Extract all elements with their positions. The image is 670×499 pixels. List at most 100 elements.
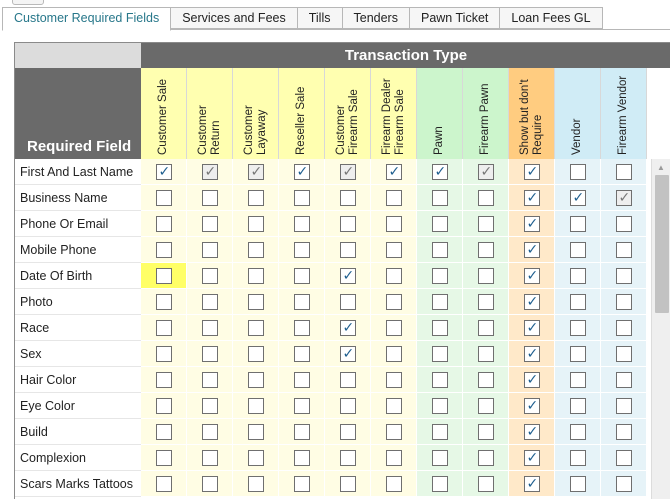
checkbox[interactable] — [569, 216, 586, 232]
checkbox[interactable] — [155, 164, 172, 180]
checkbox[interactable] — [293, 216, 310, 232]
checkbox[interactable] — [339, 190, 356, 206]
checkbox[interactable] — [477, 346, 494, 362]
checkbox[interactable] — [155, 242, 172, 258]
checkbox[interactable] — [247, 190, 264, 206]
checkbox[interactable] — [569, 294, 586, 310]
checkbox[interactable] — [155, 450, 172, 466]
checkbox[interactable] — [569, 164, 586, 180]
checkbox[interactable] — [247, 476, 264, 492]
checkbox[interactable] — [385, 476, 402, 492]
checkbox[interactable] — [615, 372, 632, 388]
checkbox[interactable] — [293, 190, 310, 206]
checkbox[interactable] — [201, 190, 218, 206]
checkbox[interactable] — [477, 476, 494, 492]
checkbox[interactable] — [615, 164, 632, 180]
checkbox[interactable] — [293, 164, 310, 180]
checkbox[interactable] — [385, 294, 402, 310]
checkbox[interactable] — [339, 398, 356, 414]
checkbox[interactable] — [385, 242, 402, 258]
checkbox[interactable] — [615, 398, 632, 414]
checkbox[interactable] — [201, 164, 218, 180]
checkbox[interactable] — [201, 398, 218, 414]
checkbox[interactable] — [431, 450, 448, 466]
checkbox[interactable] — [431, 398, 448, 414]
checkbox[interactable] — [523, 320, 540, 336]
checkbox[interactable] — [431, 476, 448, 492]
checkbox[interactable] — [155, 476, 172, 492]
checkbox[interactable] — [201, 294, 218, 310]
checkbox[interactable] — [615, 476, 632, 492]
checkbox[interactable] — [431, 294, 448, 310]
checkbox[interactable] — [523, 398, 540, 414]
checkbox[interactable] — [339, 372, 356, 388]
checkbox[interactable] — [339, 476, 356, 492]
checkbox[interactable] — [247, 424, 264, 440]
tab-pawn-ticket[interactable]: Pawn Ticket — [409, 7, 501, 29]
checkbox[interactable] — [523, 268, 540, 284]
checkbox[interactable] — [615, 450, 632, 466]
scrollbar-thumb[interactable] — [655, 175, 669, 313]
checkbox[interactable] — [523, 164, 540, 180]
checkbox[interactable] — [477, 216, 494, 232]
checkbox[interactable] — [523, 372, 540, 388]
checkbox[interactable] — [155, 372, 172, 388]
checkbox[interactable] — [293, 476, 310, 492]
checkbox[interactable] — [569, 346, 586, 362]
checkbox[interactable] — [615, 424, 632, 440]
checkbox[interactable] — [293, 398, 310, 414]
checkbox[interactable] — [523, 294, 540, 310]
checkbox[interactable] — [431, 372, 448, 388]
checkbox[interactable] — [201, 372, 218, 388]
checkbox[interactable] — [293, 294, 310, 310]
checkbox[interactable] — [247, 450, 264, 466]
checkbox[interactable] — [293, 450, 310, 466]
checkbox[interactable] — [431, 424, 448, 440]
checkbox[interactable] — [201, 450, 218, 466]
checkbox[interactable] — [569, 450, 586, 466]
checkbox[interactable] — [523, 216, 540, 232]
checkbox[interactable] — [569, 372, 586, 388]
tab-tills[interactable]: Tills — [297, 7, 343, 29]
checkbox[interactable] — [247, 294, 264, 310]
checkbox[interactable] — [477, 424, 494, 440]
checkbox[interactable] — [615, 268, 632, 284]
checkbox[interactable] — [477, 242, 494, 258]
checkbox[interactable] — [247, 216, 264, 232]
checkbox[interactable] — [477, 164, 494, 180]
checkbox[interactable] — [385, 346, 402, 362]
checkbox[interactable] — [339, 242, 356, 258]
checkbox[interactable] — [431, 346, 448, 362]
checkbox[interactable] — [615, 320, 632, 336]
checkbox[interactable] — [201, 424, 218, 440]
checkbox[interactable] — [155, 190, 172, 206]
checkbox[interactable] — [431, 164, 448, 180]
checkbox[interactable] — [385, 268, 402, 284]
checkbox[interactable] — [385, 216, 402, 232]
checkbox[interactable] — [477, 450, 494, 466]
checkbox[interactable] — [569, 398, 586, 414]
checkbox[interactable] — [477, 294, 494, 310]
checkbox[interactable] — [247, 320, 264, 336]
vertical-scrollbar[interactable]: ▲ — [651, 159, 670, 499]
checkbox[interactable] — [615, 346, 632, 362]
checkbox[interactable] — [293, 424, 310, 440]
checkbox[interactable] — [477, 398, 494, 414]
checkbox[interactable] — [569, 242, 586, 258]
top-window-button[interactable] — [12, 0, 44, 5]
checkbox[interactable] — [569, 190, 586, 206]
tab-tenders[interactable]: Tenders — [342, 7, 410, 29]
checkbox[interactable] — [523, 242, 540, 258]
checkbox[interactable] — [431, 242, 448, 258]
checkbox[interactable] — [339, 450, 356, 466]
checkbox[interactable] — [293, 242, 310, 258]
checkbox[interactable] — [155, 398, 172, 414]
checkbox[interactable] — [155, 268, 172, 284]
checkbox[interactable] — [201, 216, 218, 232]
checkbox[interactable] — [339, 320, 356, 336]
checkbox[interactable] — [569, 320, 586, 336]
checkbox[interactable] — [523, 346, 540, 362]
checkbox[interactable] — [523, 424, 540, 440]
checkbox[interactable] — [385, 398, 402, 414]
checkbox[interactable] — [201, 476, 218, 492]
